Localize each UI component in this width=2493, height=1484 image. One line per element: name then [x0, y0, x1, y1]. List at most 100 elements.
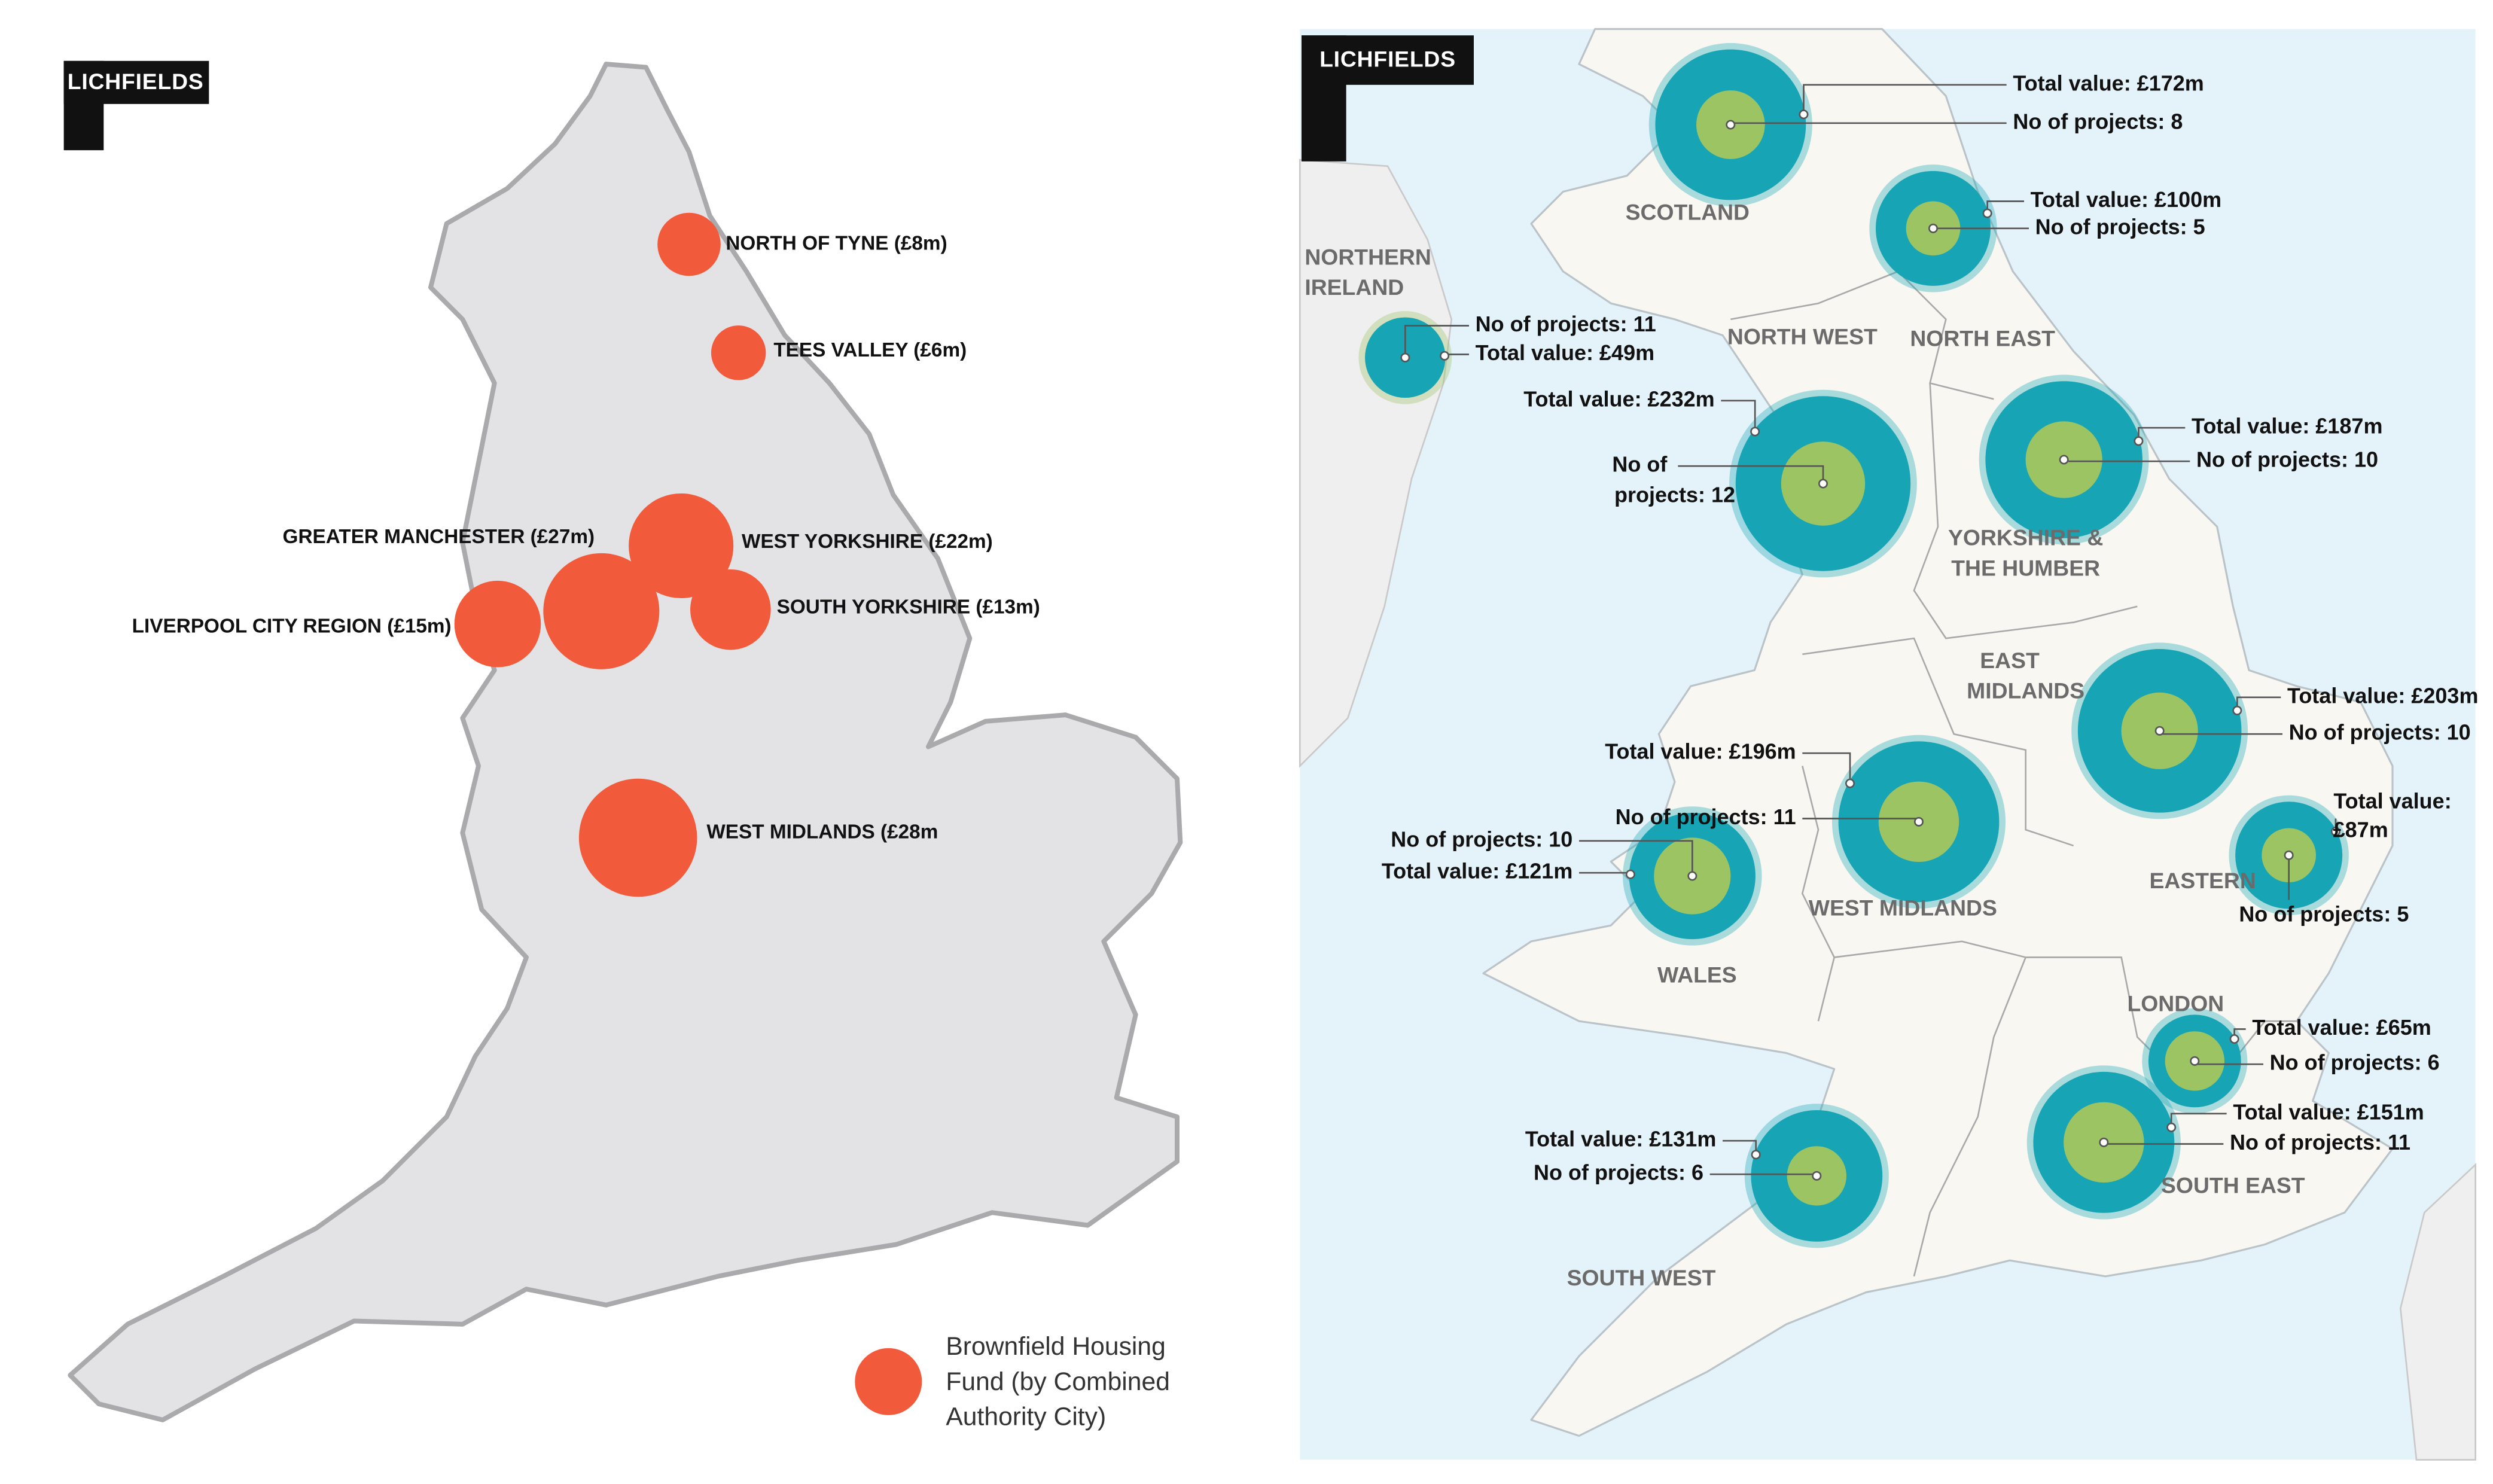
region-name: NORTH EAST [1910, 325, 2055, 351]
projects-label: No of projects: 5 [2239, 902, 2409, 927]
region-name: NORTH WEST [1727, 324, 1878, 349]
total-value-label: Total value: £151m [2233, 1099, 2424, 1124]
total-value-label: Total value: £49m [1476, 340, 1654, 365]
legend-swatch [855, 1348, 922, 1415]
region-name: THE HUMBER [1951, 555, 2100, 580]
leader-dot [1818, 479, 1828, 489]
fund-bubble [690, 569, 771, 650]
leader-dot [1625, 869, 1635, 879]
total-value-label: Total value: £131m [1525, 1127, 1716, 1151]
logo-bar [63, 60, 104, 151]
legend-text: Brownfield Housing [946, 1332, 1166, 1361]
leader-dot [1750, 426, 1760, 437]
left-map: LICHFIELDS [63, 60, 1183, 1422]
region-name: SOUTH EAST [2161, 1172, 2305, 1197]
region-name: LONDON [2127, 991, 2224, 1016]
leader-line [1721, 400, 1756, 432]
border [1802, 637, 2074, 847]
total-value-label: Total value: £232m [1523, 386, 1714, 411]
region-name: YORKSHIRE & [1948, 525, 2103, 550]
leader-dot [1928, 223, 1938, 233]
projects-label: No of [1612, 452, 1668, 477]
total-value-label: Total value: £196m [1605, 739, 1796, 764]
england-outline [68, 62, 1183, 1422]
leader-line [1803, 84, 2007, 115]
region-name: WEST MIDLANDS [1809, 895, 1997, 920]
leader-line [1802, 752, 1851, 784]
leader-dot [1440, 351, 1450, 361]
leader-dot [2284, 850, 2294, 860]
leader-line [1579, 840, 1693, 876]
projects-label: No of projects: 11 [1616, 805, 1796, 829]
region-name: EASTERN [2149, 868, 2256, 893]
total-value-label: Total value: £121m [1382, 859, 1572, 883]
leader-dot [1914, 816, 1924, 827]
logo-bar [1302, 35, 1346, 161]
fund-bubble [657, 212, 721, 276]
projects-label: No of projects: 10 [1391, 827, 1572, 851]
total-value-label: Total value: £100m [2031, 187, 2221, 212]
leader-dot [2166, 1122, 2177, 1132]
projects-label: No of projects: 10 [2289, 720, 2471, 745]
projects-label: No of projects: 10 [2196, 447, 2378, 472]
area-label: GREATER MANCHESTER (£27m) [283, 526, 595, 548]
leader-dot [1751, 1150, 1761, 1160]
fund-bubble [711, 325, 766, 380]
annotations: SCOTLAND Total value: £172m No of projects… [1305, 71, 2478, 1290]
total-value-label: £87m [2333, 817, 2388, 842]
total-value-label: Total value: £187m [2192, 414, 2382, 438]
fund-bubble [454, 580, 541, 668]
projects-label: No of projects: 11 [1476, 312, 1656, 336]
border [1730, 270, 1994, 400]
total-value-label: Total value: [2333, 788, 2451, 813]
legend-text: Fund (by Combined [946, 1367, 1170, 1396]
region-name: EAST [1980, 648, 2040, 673]
leader-dot [2330, 827, 2340, 837]
leader-dot [1687, 871, 1697, 881]
projects-label: No of projects: 5 [2035, 214, 2205, 239]
leader-dot [2232, 705, 2242, 715]
logo: LICHFIELDS [1319, 47, 1456, 72]
area-label: WEST YORKSHIRE (£22m) [742, 531, 993, 553]
region-name: SOUTH WEST [1567, 1265, 1716, 1290]
region-name: MIDLANDS [1967, 678, 2084, 703]
area-label: NORTH OF TYNE (£8m) [726, 232, 947, 254]
projects-label: No of projects: 11 [2230, 1130, 2410, 1154]
area-label: TEES VALLEY (£6m) [773, 339, 967, 361]
region-name: SCOTLAND [1626, 200, 1750, 225]
france [2399, 1163, 2476, 1461]
legend-text: Authority City) [946, 1402, 1106, 1431]
leader-dot [1812, 1171, 1822, 1181]
leader-dot [2229, 1034, 2239, 1044]
region-name: WALES [1657, 962, 1737, 987]
leader-line [1404, 325, 1469, 358]
leader-dot [1982, 208, 1992, 218]
border [1834, 940, 2027, 1277]
leader-line [1678, 465, 1824, 484]
border [1913, 383, 2138, 639]
total-value-label: Total value: £65m [2252, 1015, 2431, 1040]
fund-bubble [629, 493, 734, 599]
projects-label: No of projects: 6 [1534, 1160, 1703, 1185]
leader-dot [2190, 1056, 2200, 1066]
fund-bubble [578, 778, 697, 897]
leader-dot [2059, 455, 2069, 465]
area-label: LIVERPOOL CITY REGION (£15m) [132, 615, 452, 637]
area-label: WEST MIDLANDS (£28m [706, 821, 938, 843]
projects-label: No of projects: 6 [2270, 1050, 2440, 1075]
fund-bubble [543, 553, 660, 669]
total-value-label: Total value: £172m [2013, 71, 2204, 95]
leader-dot [2134, 436, 2144, 446]
total-value-label: Total value: £203m [2287, 683, 2478, 708]
ireland [1299, 159, 1453, 768]
region-name: NORTHERN [1305, 244, 1431, 269]
leader-dot [1845, 778, 1855, 788]
logo: LICHFIELDS [68, 69, 204, 94]
projects-label: projects: 12 [1614, 482, 1735, 507]
area-label: SOUTH YORKSHIRE (£13m) [777, 596, 1040, 618]
leader-dot [2154, 726, 2165, 736]
leader-dot [1726, 120, 1736, 130]
leader-dot [1400, 352, 1410, 362]
